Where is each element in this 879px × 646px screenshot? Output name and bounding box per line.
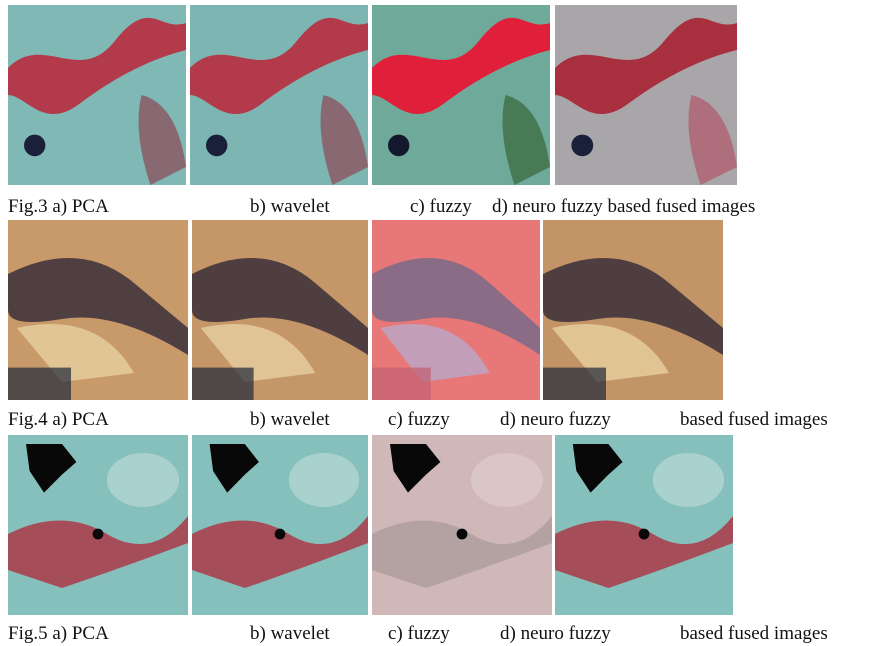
light-patch [471, 453, 543, 507]
satellite-image [192, 220, 368, 400]
caption-text: b) wavelet [250, 197, 330, 216]
page: Fig.3 a) PCA b) wavelet c) fuzzy d) neuro f… [0, 0, 879, 646]
dark-pond [24, 135, 45, 157]
dark-corner [8, 368, 71, 400]
caption-text: c) fuzzy [410, 197, 472, 216]
caption-text: d) neuro fuzzy [500, 410, 611, 429]
dark-spot [93, 529, 104, 540]
caption-text: based fused images [680, 410, 828, 429]
dark-pond [206, 135, 227, 157]
satellite-image [8, 435, 188, 615]
dark-pond [388, 135, 409, 157]
light-patch [107, 453, 179, 507]
caption-text: Fig.3 a) PCA [8, 197, 109, 216]
figure-images [0, 0, 879, 646]
satellite-image [372, 5, 550, 185]
satellite-image [555, 435, 733, 615]
satellite-image [192, 435, 368, 615]
satellite-image [555, 5, 737, 185]
light-patch [653, 453, 724, 507]
caption-text: b) wavelet [250, 624, 330, 643]
dark-spot [457, 529, 468, 540]
caption-text: c) fuzzy [388, 624, 450, 643]
caption-text: d) neuro fuzzy based fused images [492, 197, 755, 216]
satellite-image [372, 435, 552, 615]
satellite-image [8, 5, 186, 185]
dark-pond [571, 135, 593, 157]
satellite-image [372, 220, 540, 400]
caption-text: based fused images [680, 624, 828, 643]
satellite-image [543, 220, 723, 400]
caption-text: b) wavelet [250, 410, 330, 429]
dark-spot [639, 529, 650, 540]
dark-corner [192, 368, 254, 400]
caption-text: Fig.5 a) PCA [8, 624, 109, 643]
caption-text: c) fuzzy [388, 410, 450, 429]
dark-corner [543, 368, 606, 400]
satellite-image [8, 220, 188, 400]
dark-spot [275, 529, 286, 540]
dark-corner [372, 368, 431, 400]
caption-text: d) neuro fuzzy [500, 624, 611, 643]
caption-text: Fig.4 a) PCA [8, 410, 109, 429]
satellite-image [190, 5, 368, 185]
light-patch [289, 453, 359, 507]
